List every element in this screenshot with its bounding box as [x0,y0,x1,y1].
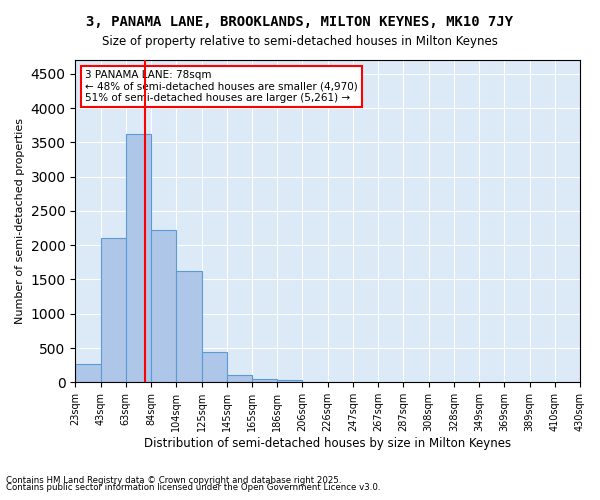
X-axis label: Distribution of semi-detached houses by size in Milton Keynes: Distribution of semi-detached houses by … [144,437,511,450]
Bar [126,134,151,382]
Bar [76,364,101,382]
Text: Contains public sector information licensed under the Open Government Licence v3: Contains public sector information licen… [6,484,380,492]
Text: Size of property relative to semi-detached houses in Milton Keynes: Size of property relative to semi-detach… [102,35,498,48]
Bar [101,238,126,382]
Bar [227,376,252,382]
Text: 3, PANAMA LANE, BROOKLANDS, MILTON KEYNES, MK10 7JY: 3, PANAMA LANE, BROOKLANDS, MILTON KEYNE… [86,15,514,29]
Bar [151,230,176,382]
Bar [252,378,277,382]
Text: Contains HM Land Registry data © Crown copyright and database right 2025.: Contains HM Land Registry data © Crown c… [6,476,341,485]
Text: 3 PANAMA LANE: 78sqm
← 48% of semi-detached houses are smaller (4,970)
51% of se: 3 PANAMA LANE: 78sqm ← 48% of semi-detac… [85,70,358,103]
Bar [202,352,227,382]
Y-axis label: Number of semi-detached properties: Number of semi-detached properties [15,118,25,324]
Bar [176,270,202,382]
Bar [277,380,302,382]
